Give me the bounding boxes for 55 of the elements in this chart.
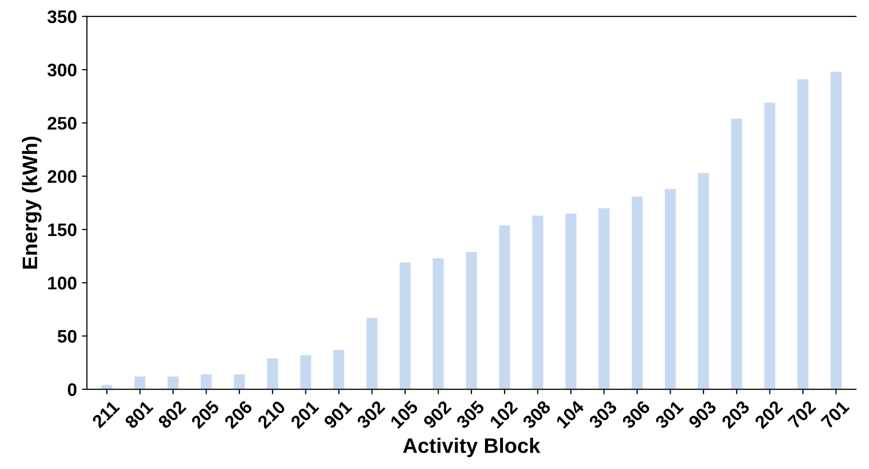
x-axis-title: Activity Block: [403, 438, 540, 458]
y-axis-title: Energy (kWh): [22, 136, 42, 269]
bar: [400, 262, 411, 390]
x-tick-label: 211: [91, 400, 120, 428]
x-tick-label: 105: [390, 400, 419, 429]
bar: [168, 376, 179, 390]
y-tick-label: 50: [58, 330, 76, 343]
x-tick-label: 205: [190, 400, 220, 430]
x-tick-label: 102: [489, 400, 518, 429]
x-tick-label: 801: [124, 400, 154, 430]
bar: [200, 374, 212, 390]
bar: [664, 188, 676, 390]
bar: [532, 216, 544, 390]
y-tick-label: 150: [48, 223, 76, 236]
y-tick-label: 350: [47, 10, 76, 24]
y-tick-label: 0: [68, 383, 76, 396]
y-tick-label: 250: [48, 116, 76, 130]
x-tick-label: 203: [720, 400, 750, 430]
x-tick-label: 802: [157, 400, 187, 430]
x-tick-label: 104: [555, 399, 585, 429]
x-tick-label: 301: [654, 400, 684, 430]
bar: [134, 376, 146, 390]
bar: [731, 118, 742, 390]
bar: [764, 102, 776, 390]
bar: [333, 350, 344, 390]
bar: [565, 213, 576, 390]
y-tick-label: 200: [48, 170, 76, 183]
x-tick-label: 308: [522, 400, 552, 430]
x-tick-label: 210: [256, 400, 286, 430]
bar: [499, 225, 510, 390]
bar: [466, 252, 477, 390]
bar: [432, 258, 444, 390]
bar: [698, 173, 709, 390]
x-tick-label: 702: [787, 400, 816, 430]
x-tick-label: 201: [290, 400, 320, 430]
x-tick-label: 206: [224, 400, 254, 430]
bar: [234, 374, 245, 390]
bar: [366, 318, 378, 390]
bar: [632, 196, 643, 390]
x-tick-label: 701: [820, 400, 850, 430]
bar: [300, 355, 312, 390]
x-tick-label: 202: [754, 400, 784, 430]
x-tick-label: 902: [422, 400, 452, 430]
x-tick-label: 303: [588, 400, 618, 430]
x-tick-label: 903: [688, 400, 718, 430]
bar: [830, 72, 842, 390]
bar: [598, 208, 610, 390]
x-tick-label: 306: [621, 400, 651, 430]
bar: [267, 358, 278, 390]
y-tick-label: 100: [48, 276, 76, 290]
bar: [797, 79, 808, 390]
y-tick-label: 300: [47, 64, 76, 76]
x-tick-label: 901: [323, 400, 353, 430]
x-tick-label: 302: [356, 400, 386, 430]
x-tick-label: 305: [455, 400, 486, 430]
